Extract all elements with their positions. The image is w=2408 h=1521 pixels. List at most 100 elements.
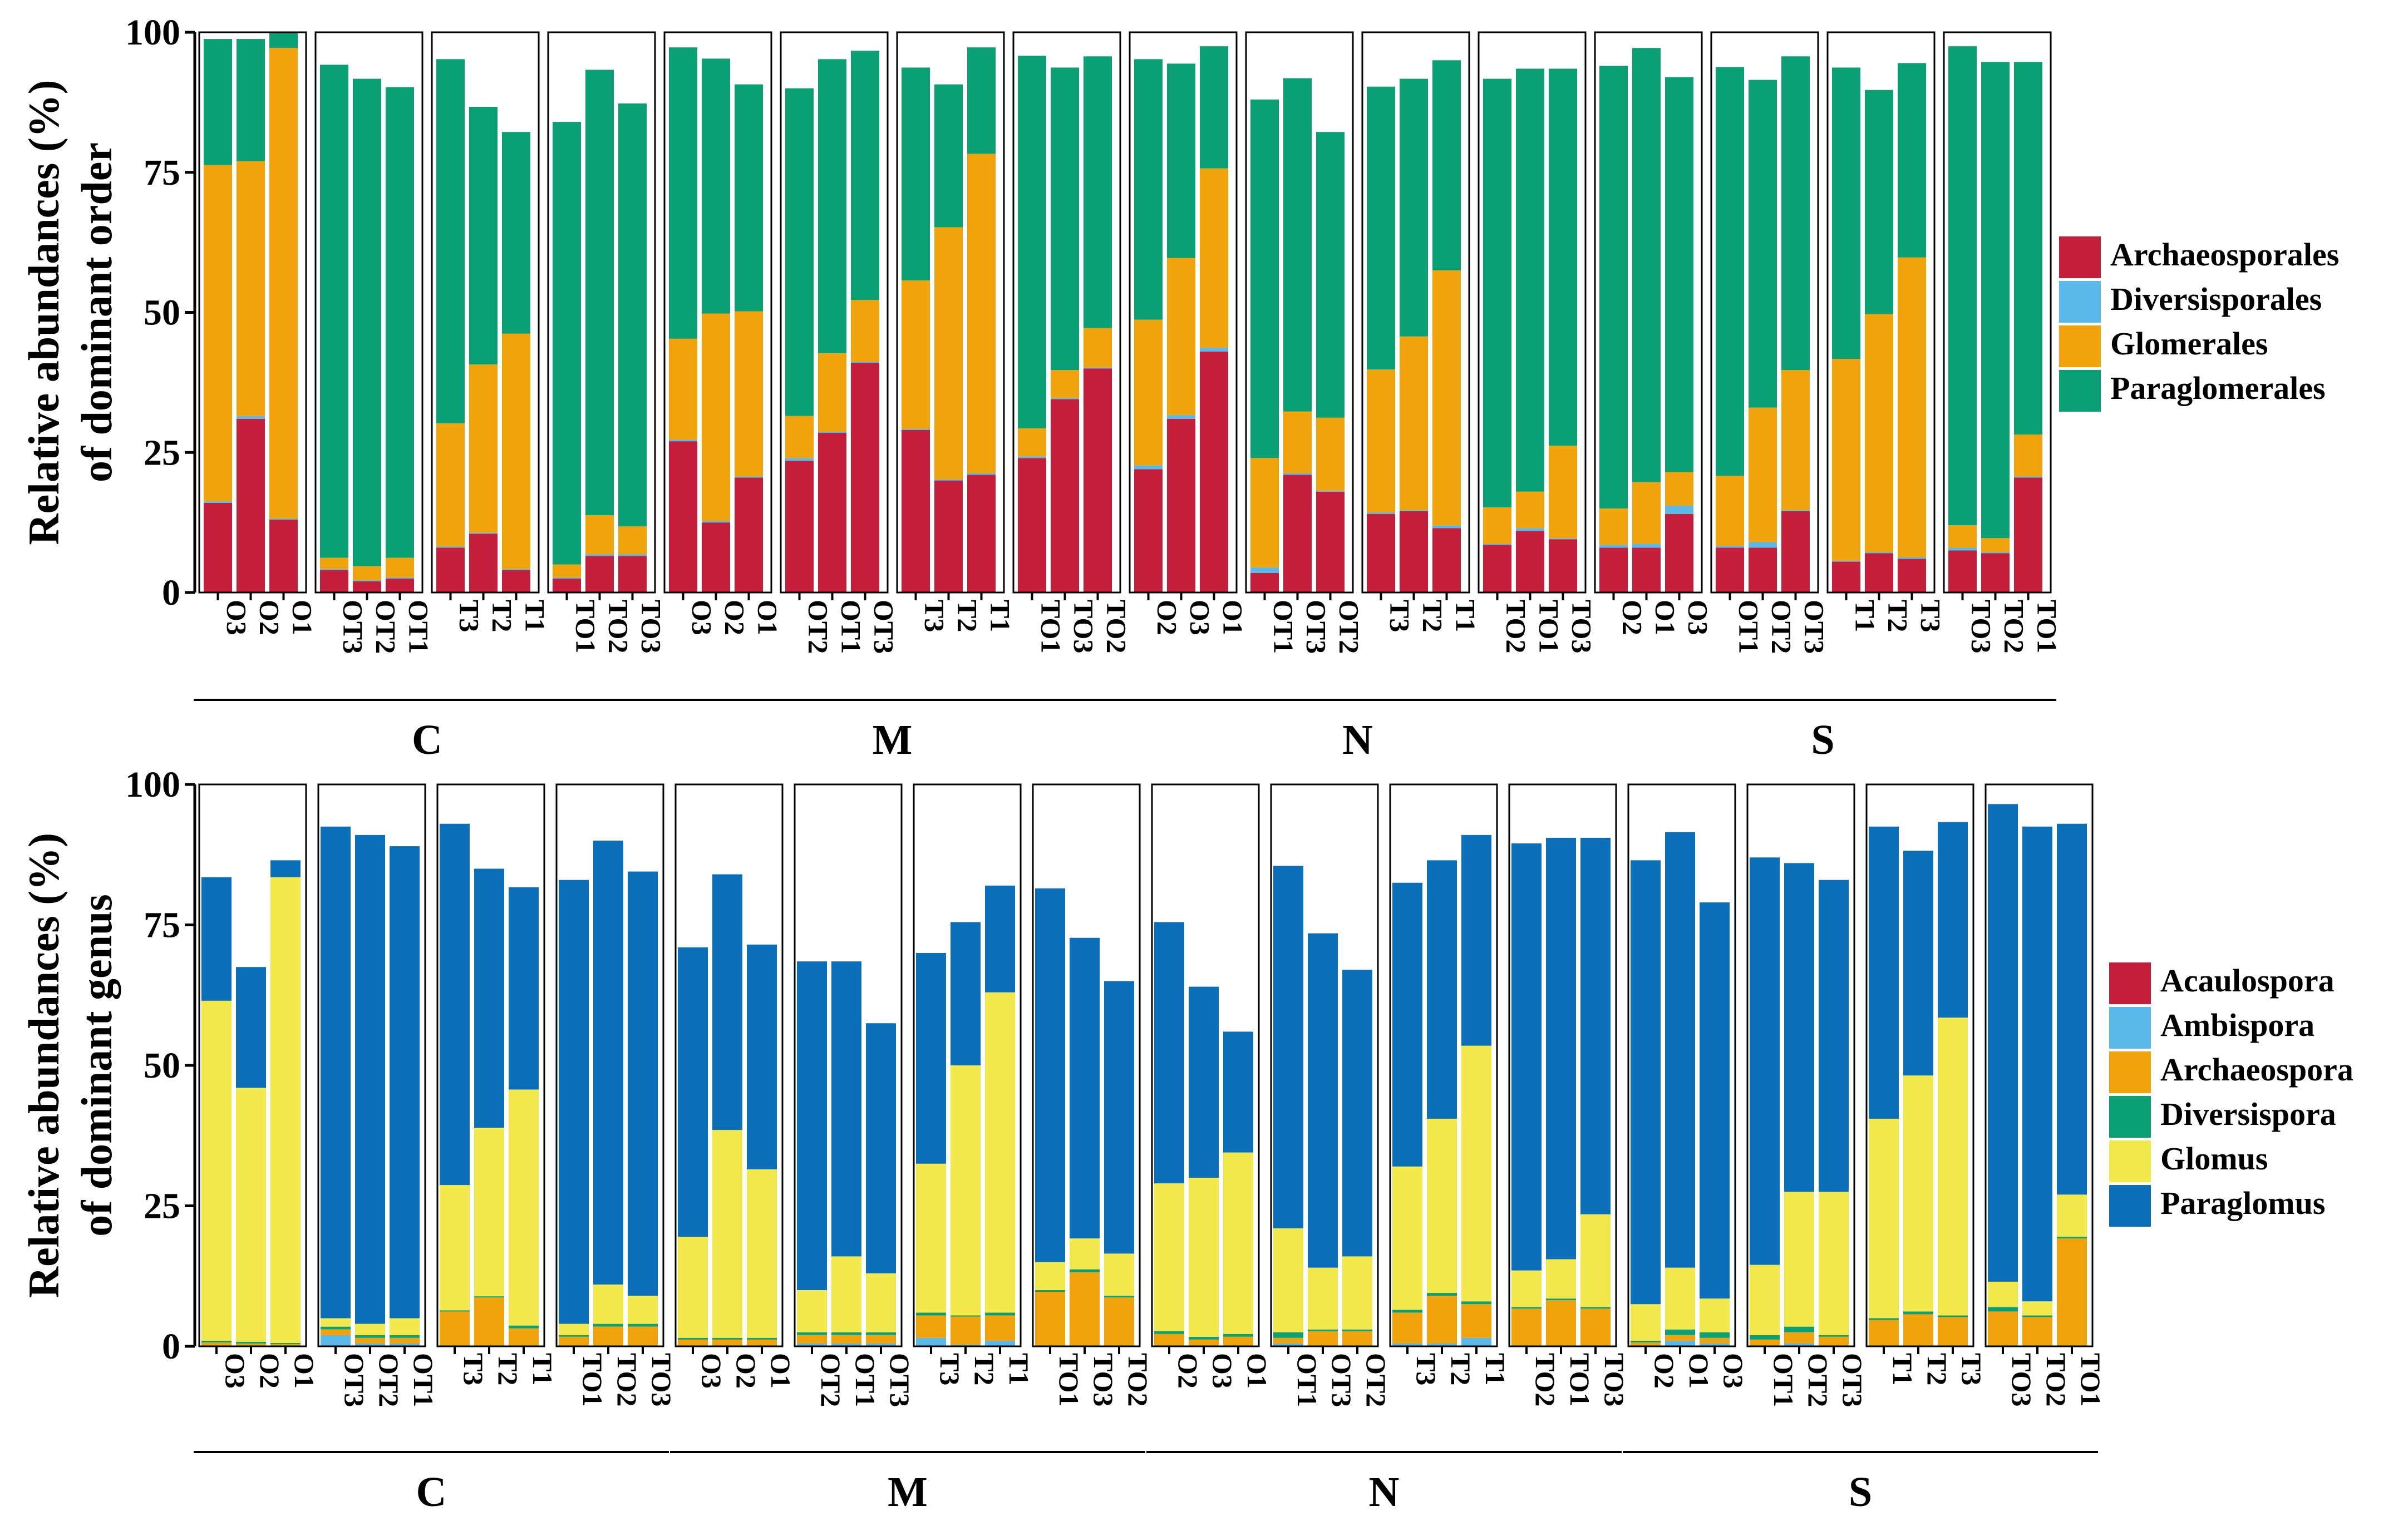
bar-segment-glomus [1784,1192,1814,1327]
y-tick-label: 75 [144,905,180,946]
bar-segment-glomerales [1948,525,1977,548]
sample-label: OT3 [1837,1353,1868,1407]
sample-label: T3 [934,1353,966,1385]
panel: O2 O1 O3 [1594,31,1714,635]
bar-segment-glomus [355,1324,385,1335]
bar-segment-paraglomus [321,826,351,1318]
bar-segment-diversisporales [1898,557,1926,559]
bar-segment-archaeosporales [436,547,465,592]
bar-segment-paraglomerales [204,39,232,165]
bar-segment-paraglomus [355,834,385,1324]
bar-segment-diversisporales [585,554,614,556]
bar-segment-glomerales [934,227,963,480]
bar-segment-glomerales [1283,411,1312,473]
legend-swatch [2109,1140,2151,1182]
bar-segment-glomus [831,1256,861,1332]
bar-segment-paraglomerales [851,51,879,300]
bar-segment-archaeospora [2022,1317,2052,1345]
sample-label: O2 [1152,600,1183,635]
bar-segment-paraglomus [1700,902,1730,1299]
bar-segment-glomerales [353,566,381,580]
bar-segment-glomus [270,877,301,1343]
sample-label: O1 [1683,1353,1715,1389]
bar-segment-paraglomerales [785,88,814,416]
bar-segment-paraglomus [509,887,539,1090]
panel-frame [1361,31,1470,594]
bar-segment-glomus [390,1318,420,1335]
bar-segment-diversispora [1700,1332,1730,1338]
bar-segment-diversispora [797,1332,827,1335]
bar-segment-paraglomerales [1483,78,1511,507]
bar-segment-glomus [916,1163,946,1313]
bar-segment-paraglomus [2022,826,2052,1302]
legend: Acaulospora Ambispora Archaeospora Diversis… [2109,962,2353,1227]
panel: TO1 TO2 TO3 [547,31,667,653]
bar-segment-paraglomerales [1781,56,1810,371]
bar-segment-ambispora [951,1344,981,1346]
bar-segment-paraglomus [1903,851,1933,1076]
bar-segment-archaeospora [916,1315,946,1338]
bar-segment-paraglomerales [1549,68,1577,446]
bar-segment-glomerales [1400,336,1428,510]
bar-segment-archaeosporales [1483,545,1511,592]
bar-segment-diversisporales [237,416,265,419]
bar-segment-archaeospora [831,1335,861,1344]
bar-segment-diversispora [509,1325,539,1329]
bar-segment-diversisporales [934,479,963,481]
bar-segment-paraglomerales [1632,48,1661,482]
bar-segment-paraglomerales [702,58,730,314]
bar-segment-diversisporales [1948,547,1977,551]
panel-frame [1012,31,1121,594]
bar-segment-diversisporales [618,554,647,556]
bar-segment-ambispora [321,1335,351,1346]
bar-segment-diversispora [236,1341,266,1344]
bar-segment-diversisporales [1134,465,1163,470]
panel: TO2 TO1 TO3 [1478,31,1598,653]
legend-swatch [2109,1007,2151,1049]
sample-label: O1 [1242,1353,1273,1389]
bar-segment-ambispora [866,1343,896,1346]
bar-segment-glomerales [785,416,814,458]
bar-segment-archaeospora [747,1339,777,1345]
panel-frame [1594,31,1703,594]
bar-segment-ambispora [1665,1340,1695,1346]
bar-segment-paraglomus [1154,922,1184,1184]
bar-segment-diversispora [355,1335,385,1338]
bar-segment-ambispora [390,1343,420,1346]
bar-segment-diversispora [1869,1318,1899,1320]
sample-label: T3 [1385,600,1416,632]
bar-segment-archaeosporales [204,502,232,592]
sample-label: TO1 [577,1353,608,1406]
bar-segment-diversispora [1154,1331,1184,1334]
bar-segment-paraglomus [712,874,742,1130]
bar-segment-diversispora [831,1332,861,1335]
bar-segment-paraglomus [2057,823,2087,1195]
bar-segment-glomerales [1316,417,1345,491]
panel-frame [780,31,889,594]
bar-segment-diversisporales [1283,473,1312,475]
bar-segment-paraglomerales [585,70,614,516]
sample-label: TO1 [1036,600,1067,653]
bar-segment-diversisporales [1200,347,1228,352]
bar-segment-glomus [1511,1270,1542,1307]
bar-segment-diversisporales [1981,552,2010,554]
y-tick-label: 0 [162,572,180,613]
bar-segment-archaeospora [1511,1308,1542,1345]
bar-segment-archaeospora [1189,1339,1219,1345]
bar-segment-paraglomus [1750,857,1780,1265]
panel-frame [663,31,772,594]
sample-label: TO3 [2006,1353,2037,1406]
bar-segment-glomerales [1549,446,1577,539]
bar-segment-paraglomerales [1865,90,1893,314]
bar-segment-ambispora [985,1340,1015,1346]
bar-segment-paraglomerales [1250,99,1279,458]
bar-segment-glomerales [320,557,348,569]
panel: O2 O3 O1 [1151,783,1273,1389]
bar-segment-paraglomus [1511,843,1542,1271]
bar-segment-glomerales [1200,168,1228,348]
bar-segment-diversispora [1427,1293,1457,1296]
bar-segment-diversisporales [1749,542,1777,548]
legend-swatch [2109,1051,2151,1093]
sample-label: TO1 [1534,600,1565,653]
